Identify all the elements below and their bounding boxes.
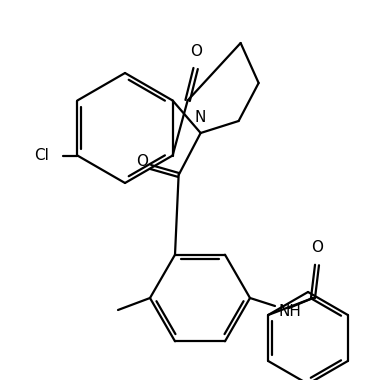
Text: NH: NH	[279, 304, 302, 318]
Text: Cl: Cl	[34, 148, 49, 163]
Text: O: O	[311, 240, 323, 255]
Text: N: N	[195, 110, 206, 125]
Text: O: O	[136, 155, 148, 169]
Text: O: O	[190, 43, 201, 59]
